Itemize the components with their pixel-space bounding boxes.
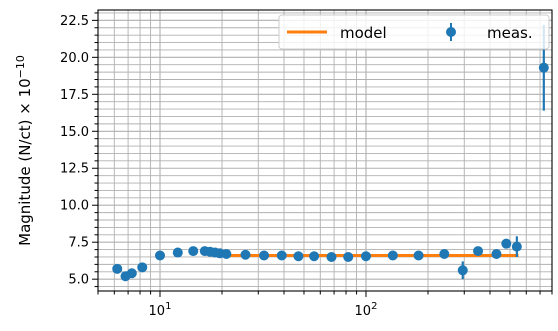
meas-point [457,261,468,280]
meas-point [439,249,450,260]
y-tick-label: 12.5 [60,162,89,177]
legend: model meas. [278,14,550,50]
meas-marker [259,250,270,261]
meas-point [413,250,424,261]
meas-point [259,250,270,261]
meas-marker [137,262,148,273]
meas-point [276,250,287,261]
y-tick-label: 20.0 [60,51,89,66]
meas-point [309,251,320,262]
meas-point [501,238,512,249]
y-tick-label: 17.5 [60,88,89,103]
meas-marker [309,251,320,262]
meas-marker [326,251,337,262]
y-axis-ticks: 5.0 7.5 10.0 12.5 15.0 17.5 20.0 22.5 [60,12,98,288]
y-tick-label: 7.5 [68,236,89,251]
meas-point [221,249,232,260]
meas-marker [538,62,549,73]
legend-box [278,14,550,50]
x-tick-label: 102 [355,301,378,319]
plot-frame [97,9,553,292]
meas-point [188,246,199,257]
meas-point [360,251,371,262]
meas-marker [343,251,354,262]
legend-model-label: model [340,24,387,42]
y-tick-label: 5.0 [68,273,89,288]
meas-marker [439,249,450,260]
y-tick-label: 10.0 [60,199,89,214]
meas-point [473,246,484,257]
x-axis-ticks: 101 102 [97,291,553,319]
y-axis-label: Magnitude (N/ct) × 10−10 [14,55,34,246]
meas-marker [457,265,468,276]
meas-marker [126,268,137,279]
meas-marker [276,250,287,261]
meas-marker [240,249,251,260]
meas-point [387,250,398,261]
y-tick-label: 15.0 [60,125,89,140]
meas-marker [413,250,424,261]
meas-marker [473,246,484,257]
y-tick-label: 22.5 [60,14,89,29]
x-tick-label: 101 [149,301,172,319]
meas-marker [188,246,199,257]
meas-point [137,262,148,273]
meas-marker [172,247,183,258]
legend-meas-marker [446,27,456,37]
meas-marker [155,250,166,261]
meas-marker [387,250,398,261]
meas-marker [511,241,522,252]
points-layer [112,24,549,282]
meas-marker [221,249,232,260]
meas-point [511,236,522,257]
meas-point [112,263,123,274]
meas-marker [491,249,502,260]
legend-meas-label: meas. [487,24,533,42]
meas-point [126,268,137,279]
meas-point [491,249,502,260]
meas-marker [293,251,304,262]
grid-layer [97,10,553,291]
meas-point [172,247,183,258]
meas-point [240,249,251,260]
meas-marker [501,238,512,249]
meas-marker [360,251,371,262]
meas-point [343,251,354,262]
meas-point [155,250,166,261]
meas-point [293,251,304,262]
meas-marker [112,263,123,274]
meas-point [326,251,337,262]
